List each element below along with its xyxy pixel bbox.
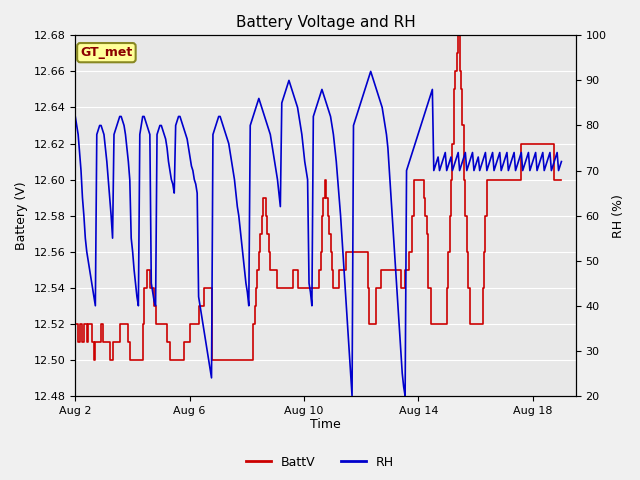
BattV xyxy=(161,321,168,327)
Line: RH: RH xyxy=(76,72,561,396)
BattV xyxy=(367,321,374,327)
Y-axis label: RH (%): RH (%) xyxy=(612,193,625,238)
RH xyxy=(367,69,374,74)
RH xyxy=(557,159,565,165)
RH xyxy=(141,118,149,124)
BattV xyxy=(473,321,481,327)
BattV xyxy=(557,177,565,182)
RH xyxy=(463,168,470,173)
Line: BattV: BattV xyxy=(76,36,561,360)
RH xyxy=(72,114,79,120)
Text: GT_met: GT_met xyxy=(80,46,132,59)
X-axis label: Time: Time xyxy=(310,419,341,432)
Title: Battery Voltage and RH: Battery Voltage and RH xyxy=(236,15,415,30)
RH xyxy=(497,168,505,173)
BattV xyxy=(72,321,79,327)
Legend: BattV, RH: BattV, RH xyxy=(241,451,399,474)
RH xyxy=(368,73,376,79)
BattV xyxy=(454,33,462,38)
RH xyxy=(159,127,166,133)
BattV xyxy=(143,267,151,273)
BattV xyxy=(90,357,98,363)
Y-axis label: Battery (V): Battery (V) xyxy=(15,181,28,250)
RH xyxy=(348,393,356,399)
RH xyxy=(473,159,481,165)
BattV xyxy=(497,177,505,182)
BattV xyxy=(463,249,470,254)
